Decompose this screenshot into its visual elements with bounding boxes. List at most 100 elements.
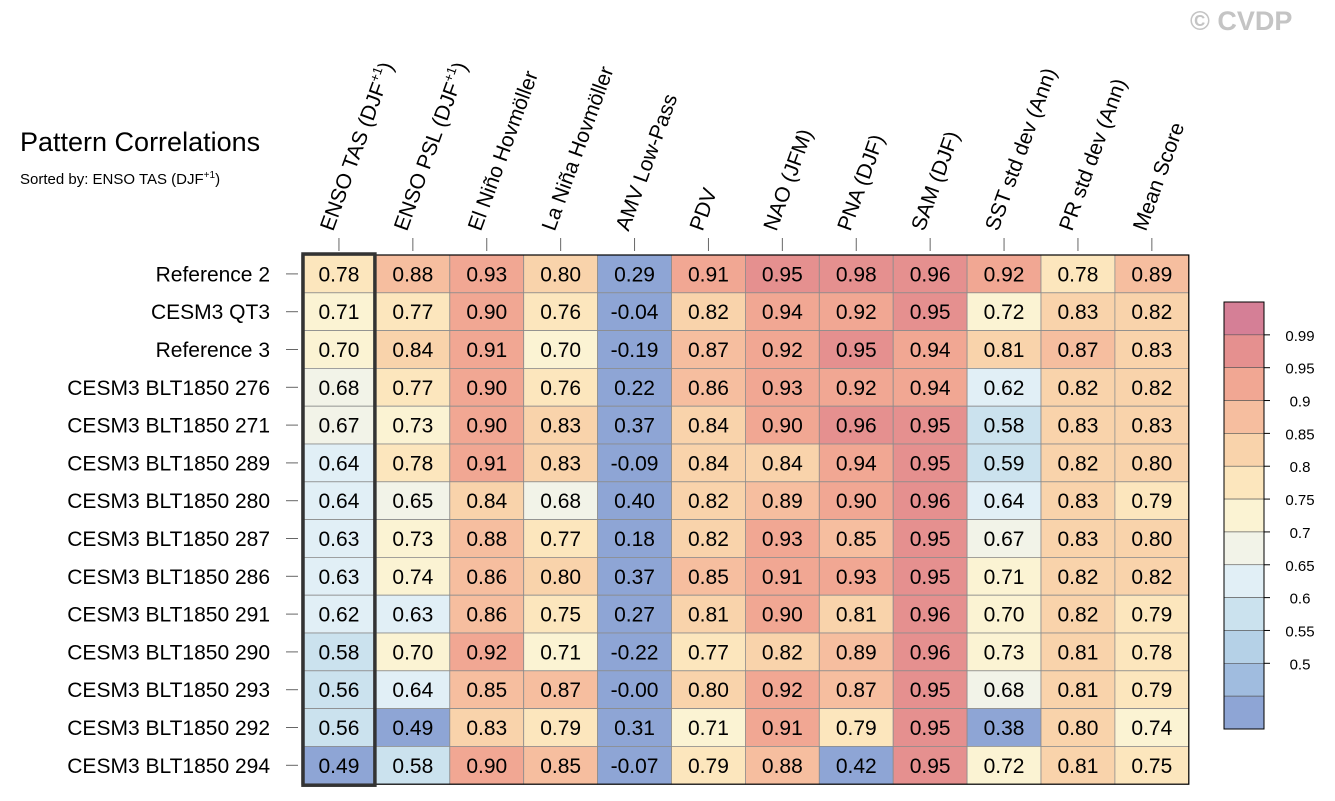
cell-value: 0.64: [392, 679, 433, 702]
column-label: ENSO PSL (DJF+1): [387, 58, 472, 234]
heatmap-cell: [523, 405, 599, 445]
sorted-column-highlight: [301, 252, 377, 787]
colorbar-label: 0.55: [1285, 623, 1314, 640]
colorbar-label: 0.8: [1290, 459, 1311, 476]
heatmap-cell: [301, 746, 377, 785]
sort-subtitle-suffix: ): [215, 171, 221, 188]
cell-value: 0.77: [392, 301, 433, 324]
heatmap-cell: [597, 594, 672, 634]
cell-value: 0.94: [762, 301, 803, 324]
cell-value: 0.68: [319, 377, 360, 400]
heatmap-cell: [892, 481, 968, 520]
heatmap-cell: [375, 557, 451, 596]
colorbar-segment: [1223, 695, 1265, 730]
cell-value: 0.63: [392, 604, 433, 627]
cell-value: 0.81: [1058, 641, 1099, 664]
column-label: SAM (DJF): [907, 128, 964, 233]
row-label: CESM3 BLT1850 289: [67, 452, 270, 475]
cell-value: 0.82: [1131, 377, 1172, 400]
heatmap-cell: [966, 557, 1042, 596]
heatmap-cell: [745, 746, 820, 785]
cell-value: 0.88: [392, 263, 433, 286]
cell-value: 0.82: [688, 528, 729, 551]
heatmap-cell: [966, 594, 1042, 634]
heatmap-cell: [818, 405, 894, 445]
colorbar-frame: [1223, 301, 1265, 730]
cell-value: 0.90: [466, 755, 507, 778]
cell-value: -0.00: [611, 679, 659, 702]
cell-value: 0.81: [1058, 679, 1099, 702]
heatmap-cell: [892, 443, 968, 483]
cell-value: 0.58: [392, 755, 433, 778]
heatmap-cell: [745, 670, 820, 709]
heatmap-cell: [375, 254, 451, 294]
cell-value: 0.85: [688, 566, 729, 589]
heatmap-cell: [597, 292, 672, 331]
cell-value: 0.93: [762, 377, 803, 400]
cell-value: 0.94: [910, 339, 951, 362]
column-label-text: El Niño Hovmöller: [464, 68, 543, 234]
cell-value: 0.90: [836, 490, 877, 513]
column-label-text: SST std dev (Ann): [981, 65, 1061, 234]
heatmap-cell: [597, 254, 672, 294]
cell-value: 0.83: [1131, 415, 1172, 438]
cell-value: 0.77: [540, 528, 581, 551]
heatmap-cell: [523, 594, 599, 634]
cell-value: 0.42: [836, 755, 877, 778]
row-label: CESM3 BLT1850 271: [67, 415, 270, 438]
colorbar-segment: [1223, 433, 1265, 467]
cell-value: 0.84: [688, 452, 729, 475]
cell-value: 0.77: [688, 641, 729, 664]
heatmap-cell: [449, 443, 525, 483]
row-label: CESM3 BLT1850 291: [67, 604, 270, 627]
cell-value: 0.74: [392, 566, 433, 589]
cell-value: 0.87: [1058, 339, 1099, 362]
colorbar-label: 0.7: [1290, 525, 1311, 542]
cell-value: -0.22: [611, 641, 659, 664]
heatmap-cell: [301, 557, 377, 596]
heatmap-cell: [1114, 708, 1190, 747]
colorbar-label: 0.75: [1285, 492, 1314, 509]
column-label-text: La Niña Hovmöller: [538, 64, 619, 234]
cell-value: 0.86: [688, 377, 729, 400]
heatmap-cell: [671, 330, 746, 369]
cell-value: 0.73: [984, 641, 1025, 664]
cell-value: 0.82: [688, 490, 729, 513]
heatmap-grid: 0.78 0.88 0.93 0.80 0.29 0.91 0.95 0.98 0.96 0.92…: [301, 252, 1190, 787]
heatmap-cell: [597, 405, 672, 445]
colorbar-segment: [1223, 400, 1265, 434]
cell-value: 0.82: [1058, 452, 1099, 475]
cell-value: 0.58: [984, 415, 1025, 438]
cell-value: 0.83: [1058, 301, 1099, 324]
heatmap-cell: [966, 708, 1042, 747]
heatmap-cell: [671, 443, 746, 483]
column-label: ENSO TAS (DJF+1): [313, 58, 398, 234]
cell-value: 0.64: [319, 490, 360, 513]
heatmap-cell: [745, 557, 820, 596]
heatmap-cell: [1114, 746, 1190, 785]
column-label-text: PR std dev (Ann): [1055, 76, 1131, 234]
cell-value: 0.49: [319, 755, 360, 778]
heatmap-cell: [1114, 594, 1190, 634]
cell-value: 0.82: [688, 301, 729, 324]
cell-value: 0.82: [1131, 566, 1172, 589]
heatmap-cell: [523, 367, 599, 407]
heatmap-cell: [1040, 254, 1116, 294]
cell-value: 0.86: [466, 566, 507, 589]
heatmap-cell: [671, 632, 746, 672]
heatmap-cell: [375, 330, 451, 369]
colorbar-label: 0.99: [1285, 328, 1314, 345]
cell-value: 0.84: [762, 452, 803, 475]
cell-value: -0.07: [611, 755, 659, 778]
cell-value: 0.62: [984, 377, 1025, 400]
heatmap-cell: [449, 254, 525, 294]
cell-value: 0.82: [1058, 604, 1099, 627]
cell-value: -0.04: [611, 301, 659, 324]
heatmap-cell: [597, 670, 672, 709]
cell-value: 0.68: [984, 679, 1025, 702]
heatmap-cell: [671, 481, 746, 520]
heatmap-cell: [301, 670, 377, 709]
column-label-text: PDV: [686, 185, 722, 233]
cell-value: 0.83: [540, 415, 581, 438]
column-label-text: ENSO TAS (DJF: [316, 80, 391, 234]
